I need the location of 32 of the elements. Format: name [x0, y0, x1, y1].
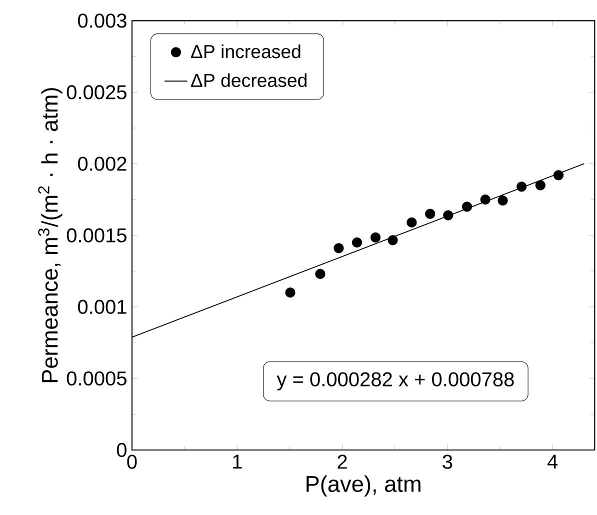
point: [498, 195, 508, 206]
x-tick-label: 3: [442, 454, 452, 469]
x-tick-label: 2: [338, 454, 347, 469]
y-tick-label: 0.003: [78, 14, 126, 28]
annotation: y = 0.000282 x + 0.000788: [276, 372, 514, 390]
point: [535, 180, 546, 190]
point: [315, 268, 326, 280]
point: [480, 194, 490, 205]
x-axis-title: P(ave), atm: [306, 475, 420, 496]
y-tick-label: 0.0025: [66, 85, 126, 100]
legend-label: ΔP decreased: [191, 73, 307, 88]
y-tick-label: 0: [116, 442, 126, 458]
x-tick-label: 1: [233, 454, 242, 468]
point: [443, 210, 454, 220]
x-tick-label: 4: [548, 454, 558, 468]
point: [406, 217, 417, 228]
y-tick-label: 0.002: [78, 156, 126, 171]
legend-label: ΔP increased: [191, 44, 300, 58]
y-tick-label: 0.001: [78, 300, 126, 314]
point: [462, 202, 472, 212]
point: [352, 237, 362, 248]
point: [388, 235, 398, 246]
point: [334, 243, 344, 254]
point: [553, 170, 564, 180]
point: [285, 288, 296, 298]
y-tick-label: 0.0015: [66, 228, 126, 242]
point: [370, 232, 381, 243]
x-tick-label: 0: [127, 454, 137, 469]
point: [516, 182, 527, 192]
point: [425, 208, 436, 219]
y-tick-label: 0.0005: [66, 371, 126, 386]
y-axis-title: Permeance, m$^{3}$/(m$^{2}$ · h · atm): [38, 88, 62, 382]
